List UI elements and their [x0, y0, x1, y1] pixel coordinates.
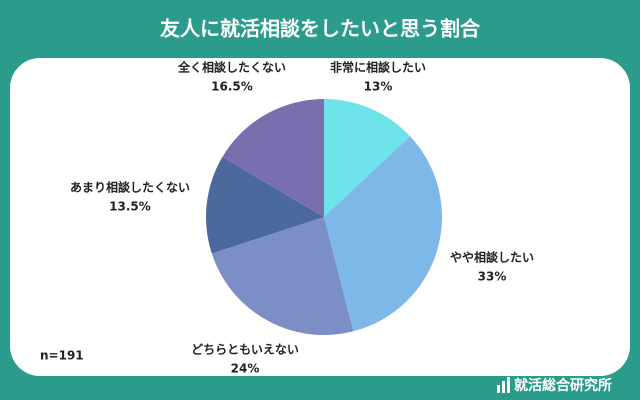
slice-value: 13.5% [109, 200, 151, 214]
pie-slice [324, 136, 443, 332]
sample-size: n=191 [40, 349, 84, 363]
source: 就活総合研究所 [514, 377, 612, 394]
slice-label: やや相談したい [450, 250, 534, 265]
pie-slice [222, 99, 324, 217]
pie-slice [324, 99, 411, 217]
chart-title: 友人に就活相談をしたいと思う割合 [160, 17, 481, 41]
slice-label: 非常に相談したい [330, 60, 426, 75]
slice-value: 33% [478, 270, 507, 284]
slice-value: 24% [231, 362, 260, 376]
pie-slice [211, 217, 354, 335]
logo-icon [497, 377, 510, 393]
slice-label: あまり相談したくない [70, 180, 190, 195]
slice-value: 16.5% [211, 80, 253, 94]
slice-value: 13% [364, 80, 393, 94]
slice-label: 全く相談したくない [177, 60, 286, 75]
pie-slice [206, 156, 324, 254]
slice-label: どちらともいえない [191, 343, 299, 357]
